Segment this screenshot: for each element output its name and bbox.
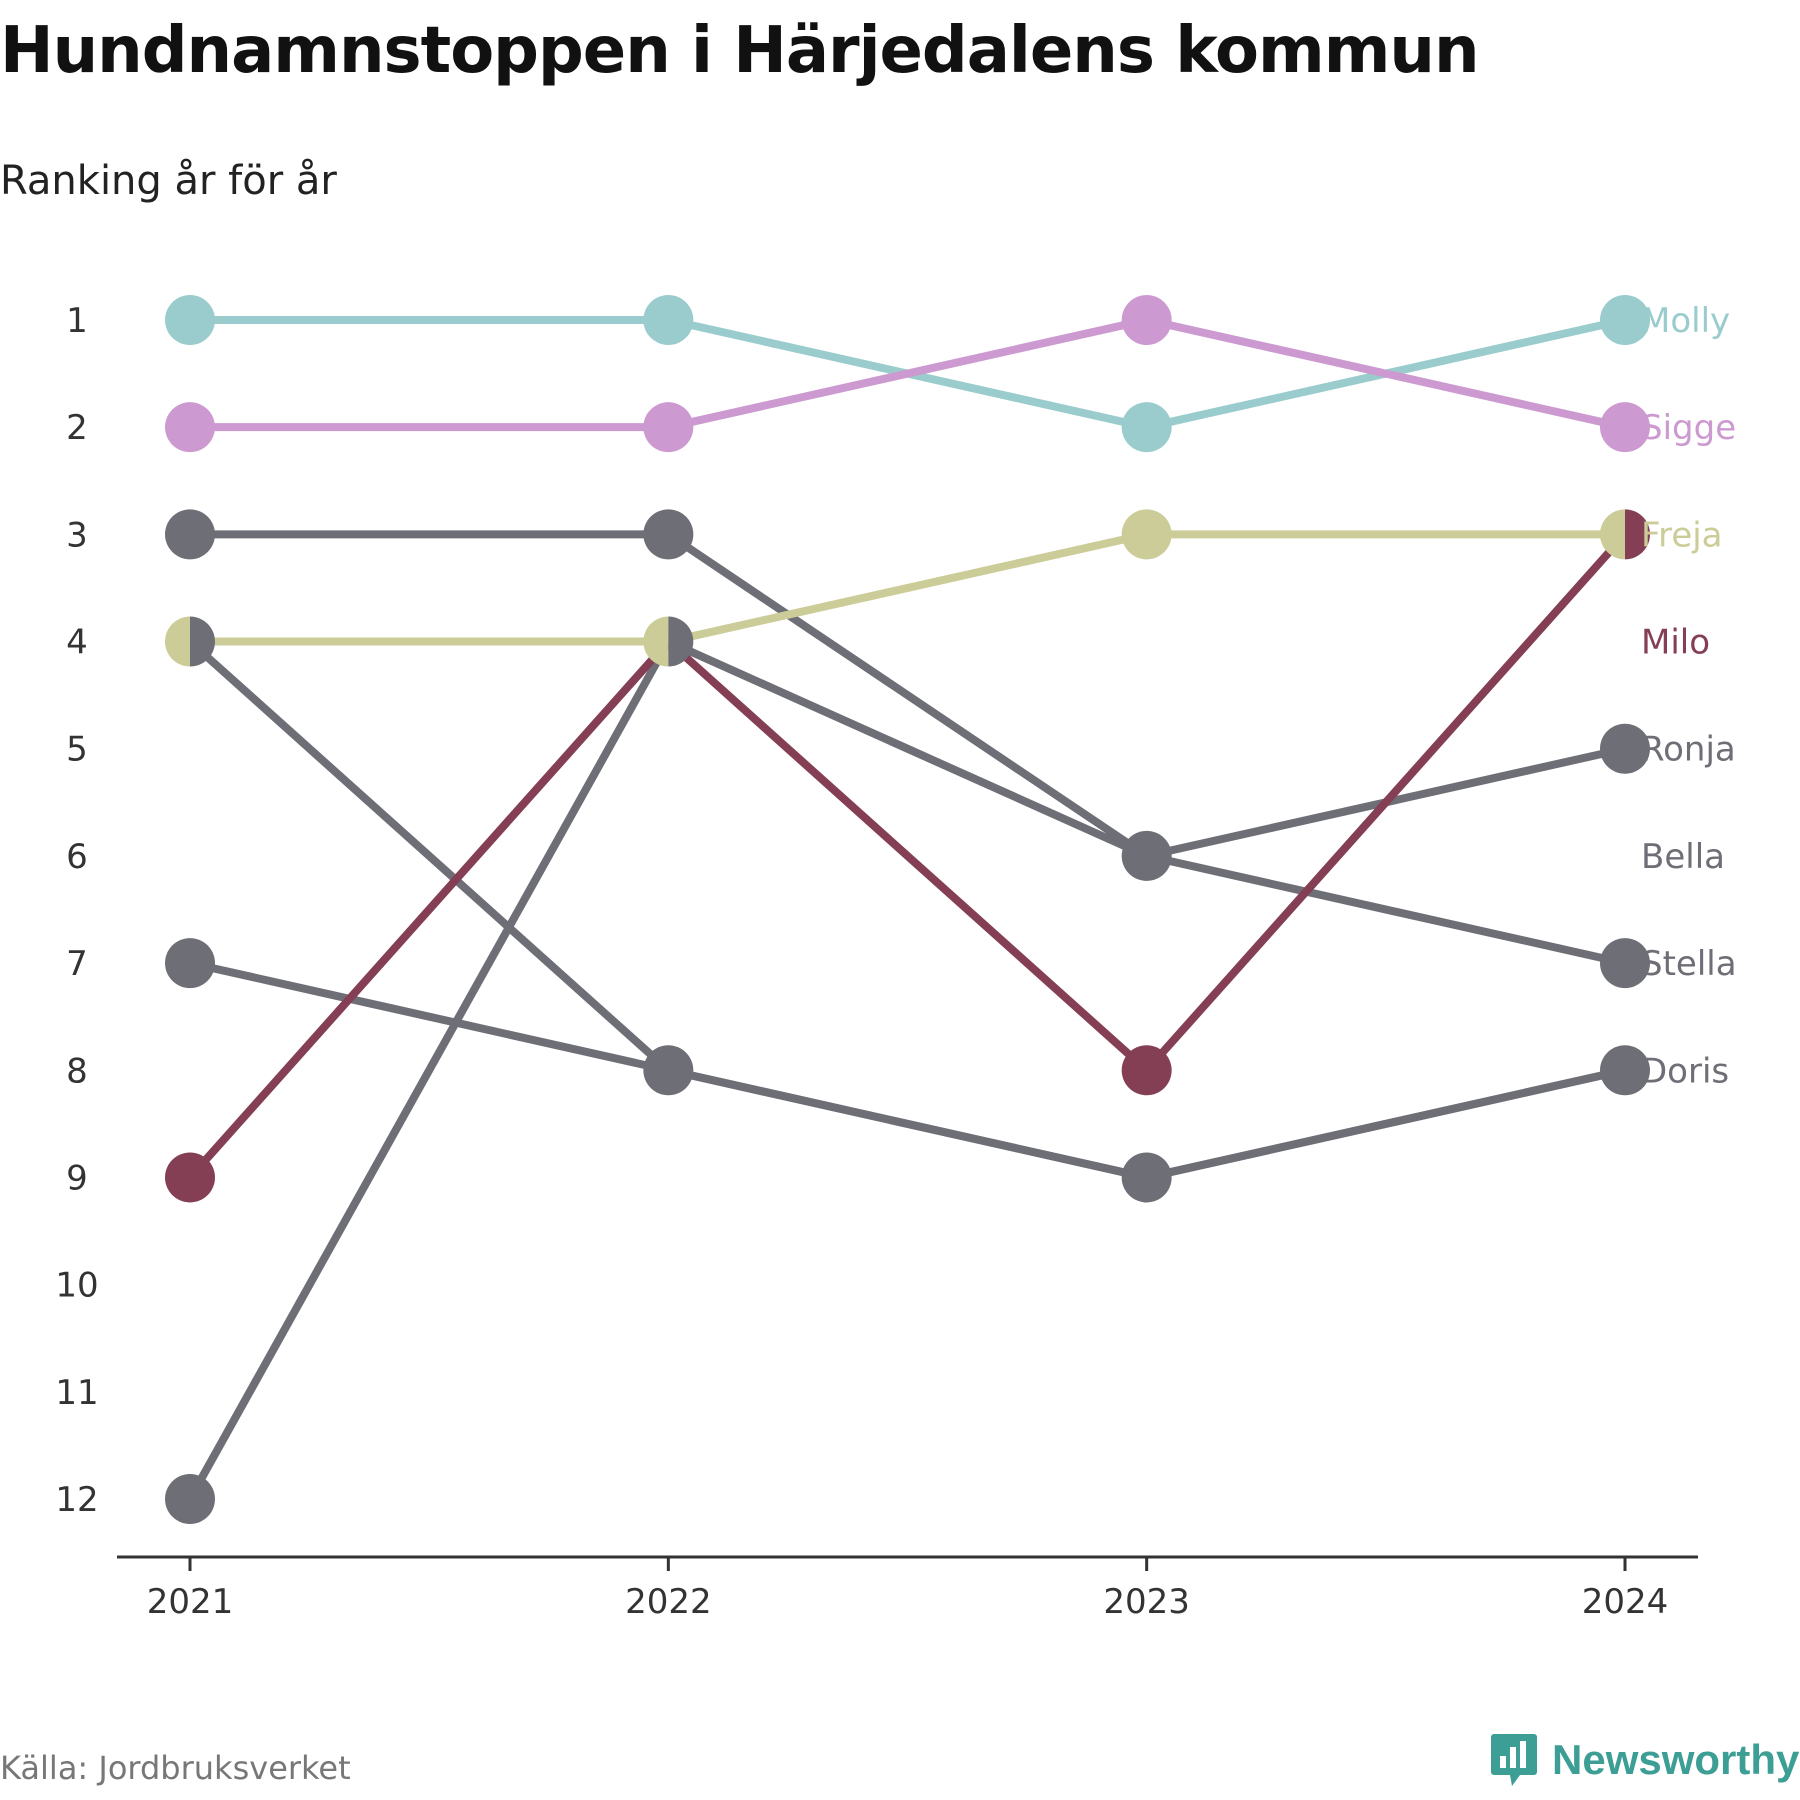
y-tick-label: 2 xyxy=(66,408,88,448)
x-tick-label: 2023 xyxy=(1103,1582,1190,1622)
series-label-molly: Molly xyxy=(1641,301,1730,341)
data-point-molly xyxy=(1121,402,1172,453)
data-point-half xyxy=(643,616,669,667)
series-line-doris xyxy=(186,959,1629,1182)
series-line-freja xyxy=(186,530,1629,646)
y-tick-label: 9 xyxy=(66,1158,88,1198)
series-label-freja: Freja xyxy=(1641,515,1723,555)
data-point-molly xyxy=(1600,295,1650,345)
data-point-milo xyxy=(165,1152,215,1203)
x-tick-label: 2021 xyxy=(147,1582,234,1622)
y-tick-label: 8 xyxy=(66,1051,88,1091)
y-tick-label: 3 xyxy=(66,515,88,555)
data-point-stella xyxy=(165,1474,215,1524)
data-point-half xyxy=(1625,509,1650,560)
chart-title: Hundnamnstoppen i Härjedalens kommun xyxy=(0,14,1479,88)
line-layer xyxy=(186,316,1629,1503)
data-point-sigge xyxy=(1121,295,1172,345)
series-label-stella: Stella xyxy=(1641,944,1737,984)
series-line-bella xyxy=(186,637,1629,1182)
series-label-ronja: Ronja xyxy=(1641,730,1736,770)
data-point-tie-stella-milo-freja xyxy=(643,616,694,667)
y-tick-label: 6 xyxy=(66,837,88,877)
y-tick-label: 12 xyxy=(55,1480,98,1520)
brand-logo[interactable]: Newsworthy xyxy=(1490,1732,1799,1788)
data-point-tie-bella-freja xyxy=(165,616,216,667)
newsworthy-chart-bubble-icon xyxy=(1491,1734,1537,1786)
x-tick-label: 2022 xyxy=(625,1582,712,1622)
data-point-ronja xyxy=(643,509,694,560)
data-point-ronja-stella xyxy=(1121,830,1172,881)
series-label-bella: Bella xyxy=(1641,837,1725,877)
series-label-sigge: Sigge xyxy=(1641,408,1736,448)
data-point-milo xyxy=(1121,1045,1172,1096)
x-tick-label: 2024 xyxy=(1582,1582,1669,1622)
series-label-milo: Milo xyxy=(1641,623,1710,663)
data-point-half xyxy=(165,616,190,667)
series-line-ronja xyxy=(186,530,1629,860)
data-point-bella-doris xyxy=(1600,1045,1650,1096)
y-tick-label: 4 xyxy=(66,623,88,663)
series-line-sigge xyxy=(186,316,1629,432)
data-point-half xyxy=(190,616,216,667)
data-point-molly xyxy=(165,295,215,345)
data-point-ronja xyxy=(1600,723,1650,774)
data-point-sigge xyxy=(165,402,215,453)
series-line-stella xyxy=(186,637,1629,1503)
y-tick-label: 7 xyxy=(66,944,88,984)
data-point-sigge xyxy=(643,402,694,453)
data-point-molly xyxy=(643,295,694,345)
data-point-half xyxy=(1600,509,1625,560)
y-tick-label: 1 xyxy=(66,301,88,341)
data-point-ronja xyxy=(165,509,215,560)
data-point-bella-doris xyxy=(1121,1152,1172,1203)
data-point-tie-milo-freja xyxy=(1600,509,1650,560)
brand-name: Newsworthy xyxy=(1552,1736,1800,1783)
data-point-sigge xyxy=(1600,402,1650,453)
y-tick-label: 5 xyxy=(66,730,88,770)
source-note: Källa: Jordbruksverket xyxy=(0,1749,351,1787)
data-point-bella-doris xyxy=(643,1045,694,1096)
series-line-milo xyxy=(186,530,1629,1182)
y-tick-label: 10 xyxy=(55,1266,98,1306)
series-label-doris: Doris xyxy=(1641,1051,1729,1091)
data-point-stella xyxy=(1600,938,1650,989)
data-point-doris xyxy=(165,938,215,989)
label-layer: Molly Sigge Freja Milo Ronja Bella Stella Doris xyxy=(1641,301,1737,1091)
chart-subtitle: Ranking år för år xyxy=(0,158,337,204)
y-tick-label: 11 xyxy=(55,1373,98,1413)
data-point-half xyxy=(668,616,694,667)
point-layer xyxy=(165,295,1650,1524)
data-point-freja xyxy=(1121,509,1172,560)
